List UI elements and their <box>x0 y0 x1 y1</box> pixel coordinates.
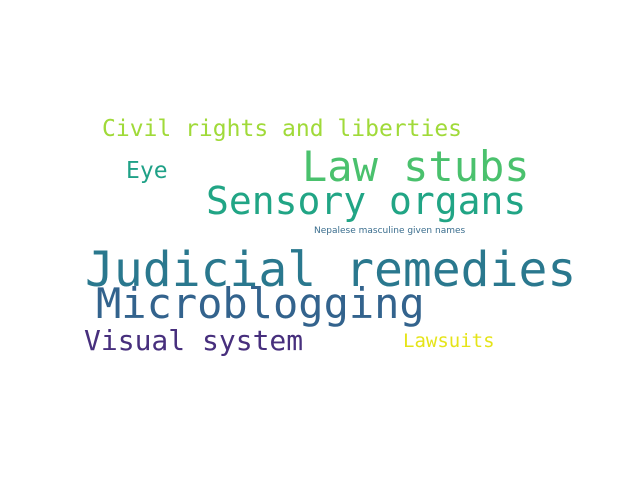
word-nepalese-masculine-given-names: Nepalese masculine given names <box>314 226 466 236</box>
word-law-stubs: Law stubs <box>302 142 530 191</box>
word-visual-system: Visual system <box>84 324 304 357</box>
word-lawsuits: Lawsuits <box>403 330 495 352</box>
word-eye: Eye <box>126 158 168 184</box>
word-civil-rights-and-liberties: Civil rights and liberties <box>102 116 463 142</box>
word-microblogging: Microblogging <box>96 279 425 328</box>
word-judicial-remedies: Judicial remedies <box>85 242 577 298</box>
word-sensory-organs: Sensory organs <box>206 179 527 223</box>
